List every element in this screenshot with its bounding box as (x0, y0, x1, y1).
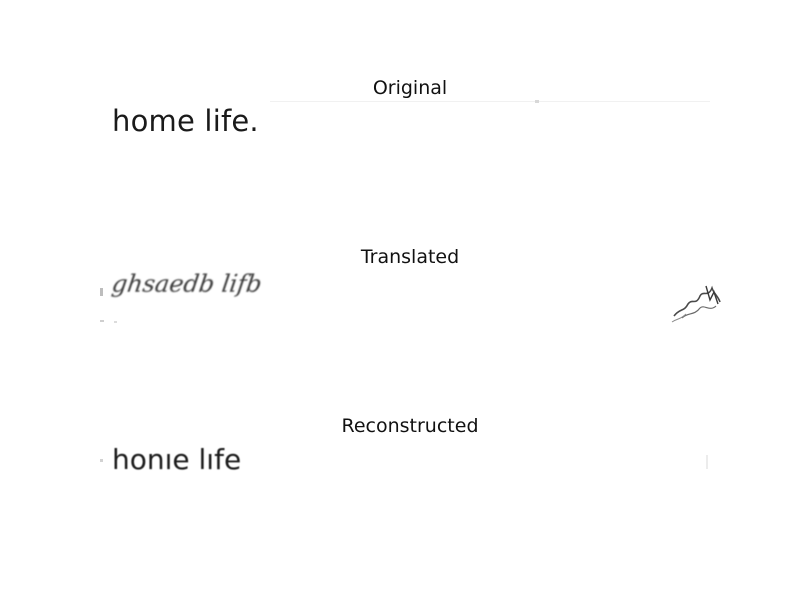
panel-title-reconstructed: Reconstructed (341, 415, 479, 437)
original-handwriting-text: home life. (112, 104, 259, 138)
image-original: home life. (100, 100, 720, 166)
image-reconstructed: honıe lıfe (100, 437, 720, 503)
image-translated: ghsaedb lifb (100, 268, 721, 334)
panel-title-translated: Translated (360, 246, 460, 268)
reconstructed-handwriting-text: honıe lıfe (112, 443, 242, 476)
panel-title-original: Original (372, 77, 448, 99)
scribble-artifact (671, 285, 721, 323)
translated-handwriting-text: ghsaedb lifb (110, 270, 264, 298)
